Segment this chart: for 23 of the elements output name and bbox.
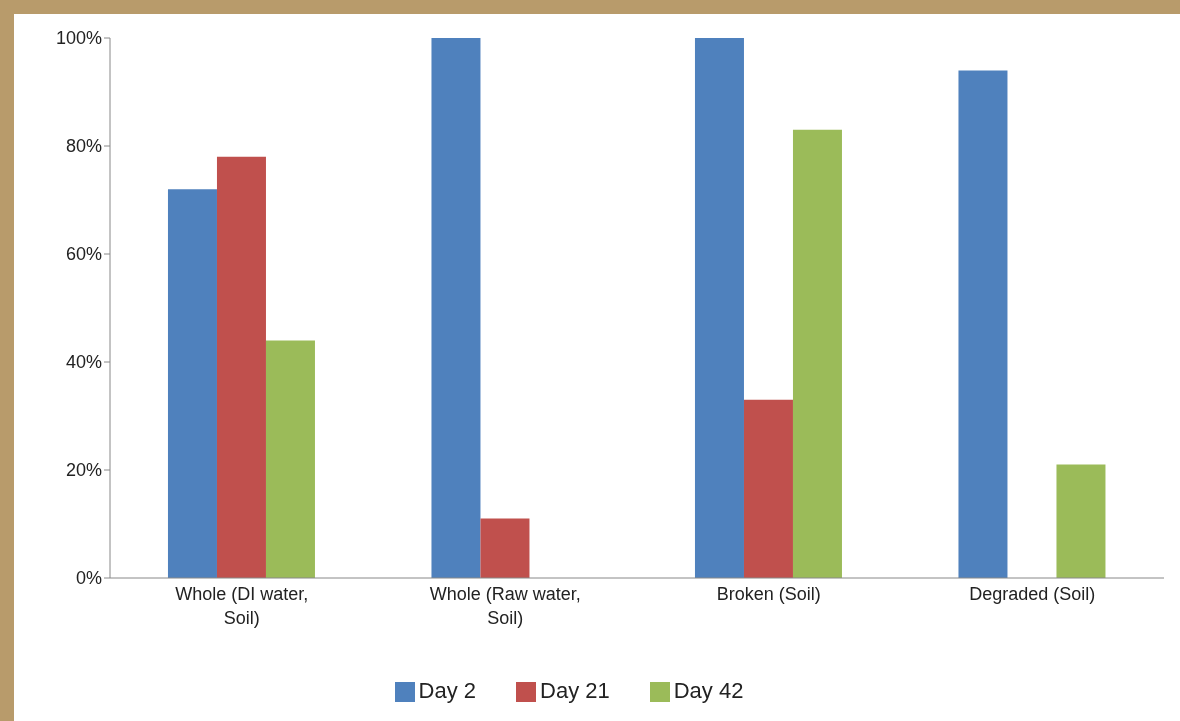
bar — [265, 340, 315, 578]
y-tick-label: 40% — [65, 352, 102, 373]
bar — [792, 129, 842, 578]
bar — [1056, 464, 1106, 578]
bar — [431, 38, 481, 578]
x-tick-label: Broken (Soil) — [716, 584, 821, 604]
y-tick-label: 100% — [55, 28, 102, 49]
bar — [480, 518, 530, 578]
legend-label: Day 42 — [673, 678, 744, 703]
y-tick-label: 20% — [65, 460, 102, 481]
bar — [743, 399, 793, 578]
legend-label: Day 21 — [540, 678, 610, 703]
bar — [167, 189, 217, 578]
x-tick-label: Whole (Raw water, Soil) — [429, 584, 581, 628]
y-tick-label: 60% — [65, 244, 102, 265]
y-tick-label: 80% — [65, 136, 102, 157]
bar — [216, 156, 266, 578]
legend-label: Day 2 — [418, 678, 477, 703]
bar — [694, 38, 744, 578]
x-tick-label: Whole (DI water, Soil) — [175, 584, 309, 628]
x-tick-label: Degraded (Soil) — [969, 584, 1096, 604]
y-tick-label: 0% — [75, 568, 102, 589]
bar — [958, 70, 1008, 578]
